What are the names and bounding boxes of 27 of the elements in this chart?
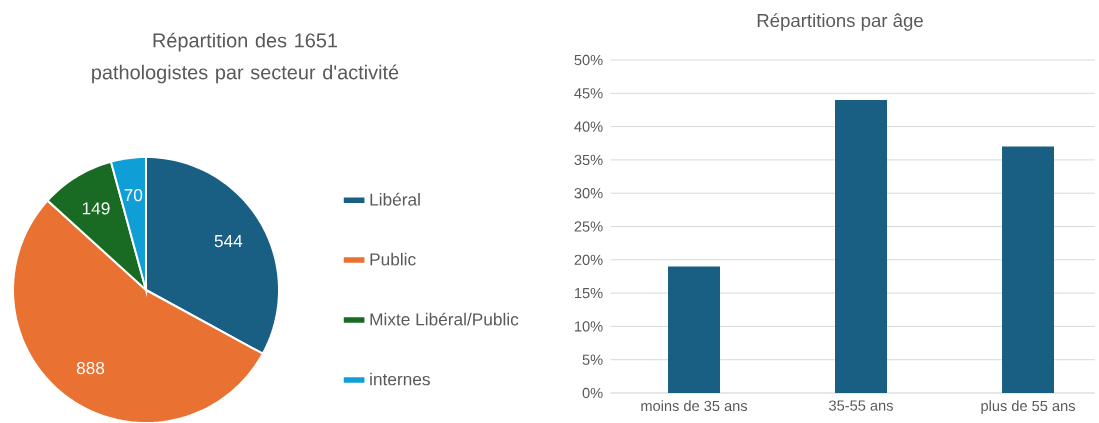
- y-tick-label: 45%: [574, 88, 603, 99]
- data-label: 70: [124, 188, 143, 202]
- data-label: 149: [82, 202, 110, 215]
- legend-label: internes: [370, 372, 430, 386]
- y-tick-label: 40%: [574, 121, 603, 132]
- y-tick-label: 10%: [575, 321, 603, 332]
- y-tick-label: 0%: [582, 387, 603, 399]
- data-label: 544: [214, 235, 243, 248]
- legend-label: Mixte Libéral/Public: [370, 312, 519, 326]
- data-label: 888: [76, 361, 105, 375]
- y-tick-label: 50%: [574, 54, 603, 66]
- bar: [668, 266, 721, 393]
- legend-label: Libéral: [370, 192, 420, 206]
- x-tick-label: moins de 35 ans: [641, 400, 748, 412]
- y-tick-label: 15%: [575, 287, 603, 299]
- y-tick-label: 20%: [574, 254, 603, 265]
- x-tick-label: plus de 55 ans: [981, 400, 1075, 414]
- bar: [1002, 146, 1055, 393]
- y-tick-label: 35%: [574, 154, 603, 166]
- bar: [835, 99, 888, 393]
- y-tick-label: 25%: [574, 221, 603, 232]
- y-tick-label: 30%: [574, 188, 603, 199]
- chart-title: Répartitions par âge: [757, 13, 923, 31]
- legend-label: Public: [370, 252, 416, 266]
- x-tick-label: 35-55 ans: [829, 400, 893, 411]
- chart-title: Répartition des 1651 pathologistes par secteur d'activité: [92, 32, 399, 84]
- y-tick-label: 5%: [582, 354, 603, 365]
